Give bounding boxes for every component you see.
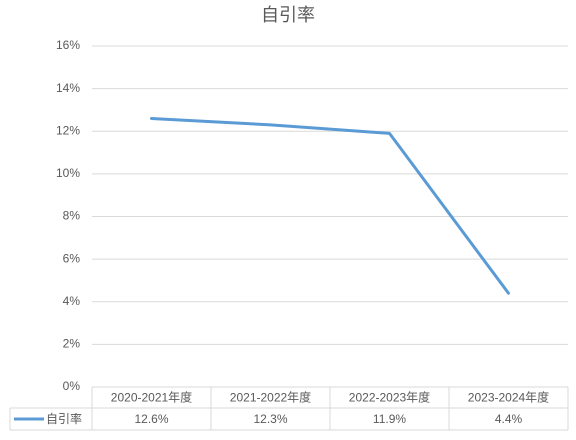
y-tick-label: 12% xyxy=(56,123,80,137)
data-table-value: 11.9% xyxy=(373,412,406,426)
y-tick-label: 10% xyxy=(56,166,80,180)
y-tick-label: 4% xyxy=(63,294,81,308)
x-tick-label: 2020-2021年度 xyxy=(111,390,192,405)
y-tick-label: 0% xyxy=(63,379,81,393)
data-table-value: 4.4% xyxy=(495,412,523,426)
y-tick-label: 8% xyxy=(63,209,81,223)
data-table-value: 12.3% xyxy=(253,412,287,426)
legend-label: 自引率 xyxy=(46,411,82,426)
x-tick-label: 2023-2024年度 xyxy=(468,390,549,405)
x-tick-label: 2022-2023年度 xyxy=(349,390,430,405)
data-table-value: 12.6% xyxy=(134,412,168,426)
y-tick-label: 6% xyxy=(63,251,81,265)
data-line xyxy=(150,116,510,295)
y-tick-label: 16% xyxy=(56,38,80,52)
chart-title: 自引率 xyxy=(261,5,315,25)
y-tick-label: 2% xyxy=(63,337,81,351)
x-tick-label: 2021-2022年度 xyxy=(230,390,311,405)
y-tick-label: 14% xyxy=(56,81,80,95)
